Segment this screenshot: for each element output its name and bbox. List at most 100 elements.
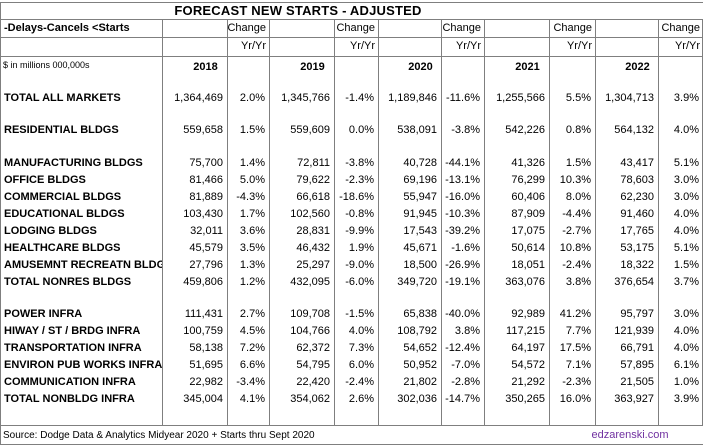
value-cell: 79,622: [296, 174, 330, 186]
change-cell: 7.2%: [239, 342, 265, 354]
row-label: RESIDENTIAL BLDGS: [4, 124, 119, 136]
row-label: AMUSEMNT RECREATN BLDG: [4, 259, 162, 271]
value-cell: 354,062: [290, 393, 330, 405]
value-cell: 60,406: [511, 191, 545, 203]
value-cell: 559,609: [290, 124, 330, 136]
value-cell: 92,989: [511, 308, 545, 320]
change-cell: -16.0%: [445, 191, 480, 203]
change-cell: 4.1%: [239, 393, 265, 405]
row-label: COMMUNICATION INFRA: [4, 376, 136, 388]
value-cell: 91,945: [403, 208, 437, 220]
change-cell: 4.5%: [239, 325, 265, 337]
change-cell: 5.1%: [673, 242, 699, 254]
change-cell: 3.0%: [673, 191, 699, 203]
change-cell: 4.0%: [348, 325, 374, 337]
change-cell: 17.5%: [559, 342, 591, 354]
grid-hline: [0, 425, 703, 426]
value-cell: 58,138: [189, 342, 223, 354]
value-cell: 32,011: [190, 225, 223, 237]
year-header: 2019: [300, 61, 325, 73]
year-header: 2022: [625, 61, 650, 73]
value-cell: 54,795: [296, 359, 330, 371]
value-cell: 95,797: [620, 308, 654, 320]
value-cell: 53,175: [620, 242, 654, 254]
change-cell: -2.4%: [562, 259, 591, 271]
value-cell: 87,909: [511, 208, 545, 220]
units-label: $ in millions 000,000s: [3, 60, 90, 70]
value-cell: 57,895: [620, 359, 654, 371]
value-cell: 459,806: [183, 276, 223, 288]
change-cell: 2.7%: [239, 308, 265, 320]
change-cell: -2.3%: [562, 376, 591, 388]
value-cell: 91,460: [620, 208, 654, 220]
value-cell: 55,947: [403, 191, 437, 203]
change-cell: 1.0%: [673, 376, 699, 388]
change-cell: 6.6%: [239, 359, 265, 371]
value-cell: 51,695: [189, 359, 223, 371]
value-cell: 54,572: [511, 359, 545, 371]
value-cell: 1,255,566: [496, 92, 545, 104]
value-cell: 117,215: [506, 325, 545, 337]
change-cell: 3.9%: [673, 92, 699, 104]
value-cell: 45,671: [403, 242, 437, 254]
change-cell: 1.5%: [239, 124, 265, 136]
value-cell: 22,420: [296, 376, 330, 388]
change-cell: -26.9%: [445, 259, 480, 271]
change-cell: -1.6%: [451, 242, 480, 254]
change-header: Change: [336, 22, 375, 34]
change-cell: -9.9%: [345, 225, 374, 237]
change-cell: 1.2%: [239, 276, 265, 288]
change-cell: -4.3%: [236, 191, 265, 203]
grid-vline: [595, 19, 596, 425]
value-cell: 17,075: [511, 225, 545, 237]
value-cell: 363,076: [505, 276, 545, 288]
change-cell: -11.6%: [445, 92, 480, 104]
yryr-header: Yr/Yr: [566, 40, 592, 52]
change-cell: 2.0%: [239, 92, 265, 104]
row-label: MANUFACTURING BLDGS: [4, 157, 143, 169]
change-cell: 2.6%: [348, 393, 374, 405]
value-cell: 65,838: [403, 308, 437, 320]
change-cell: -3.4%: [236, 376, 265, 388]
grid-hline: [0, 56, 703, 57]
change-cell: 3.0%: [673, 308, 699, 320]
change-cell: 1.9%: [348, 242, 374, 254]
change-cell: -2.4%: [345, 376, 374, 388]
value-cell: 104,766: [290, 325, 330, 337]
grid-vline: [227, 19, 228, 425]
grid-hline: [0, 444, 703, 445]
row-label: HIWAY / ST / BRDG INFRA: [4, 325, 141, 337]
grid-vline: [484, 19, 485, 425]
grid-vline: [269, 19, 270, 425]
row-label: HEALTHCARE BLDGS: [4, 242, 121, 254]
change-cell: -4.4%: [562, 208, 591, 220]
source-note: Source: Dodge Data & Analytics Midyear 2…: [3, 430, 315, 441]
value-cell: 103,430: [183, 208, 223, 220]
value-cell: 363,927: [614, 393, 654, 405]
change-header: Change: [661, 22, 700, 34]
value-cell: 349,720: [397, 276, 437, 288]
change-cell: 10.8%: [559, 242, 591, 254]
value-cell: 69,196: [403, 174, 437, 186]
value-cell: 28,831: [296, 225, 330, 237]
value-cell: 121,939: [614, 325, 654, 337]
value-cell: 81,466: [189, 174, 223, 186]
value-cell: 66,618: [296, 191, 330, 203]
value-cell: 27,796: [189, 259, 223, 271]
grid-vline: [378, 19, 379, 425]
value-cell: 75,700: [189, 157, 223, 169]
value-cell: 302,036: [397, 393, 437, 405]
value-cell: 25,297: [296, 259, 330, 271]
row-label: TOTAL NONRES BLDGS: [4, 276, 132, 288]
value-cell: 376,654: [614, 276, 654, 288]
value-cell: 559,658: [183, 124, 223, 136]
value-cell: 66,791: [620, 342, 654, 354]
change-cell: 1.4%: [239, 157, 265, 169]
value-cell: 43,417: [620, 157, 654, 169]
grid-hline: [0, 2, 703, 3]
change-header: Change: [553, 22, 592, 34]
value-cell: 81,889: [189, 191, 223, 203]
change-cell: -14.7%: [445, 393, 480, 405]
change-cell: 3.8%: [565, 276, 591, 288]
